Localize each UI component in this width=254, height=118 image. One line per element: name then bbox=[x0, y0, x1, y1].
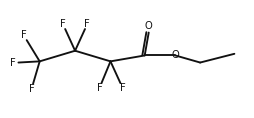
Text: F: F bbox=[10, 58, 16, 68]
Text: F: F bbox=[21, 30, 27, 40]
Text: O: O bbox=[145, 21, 153, 31]
Text: F: F bbox=[97, 83, 103, 93]
Text: F: F bbox=[60, 19, 66, 29]
Text: F: F bbox=[120, 83, 126, 93]
Text: F: F bbox=[85, 19, 90, 29]
Text: O: O bbox=[171, 50, 179, 60]
Text: F: F bbox=[29, 84, 35, 94]
